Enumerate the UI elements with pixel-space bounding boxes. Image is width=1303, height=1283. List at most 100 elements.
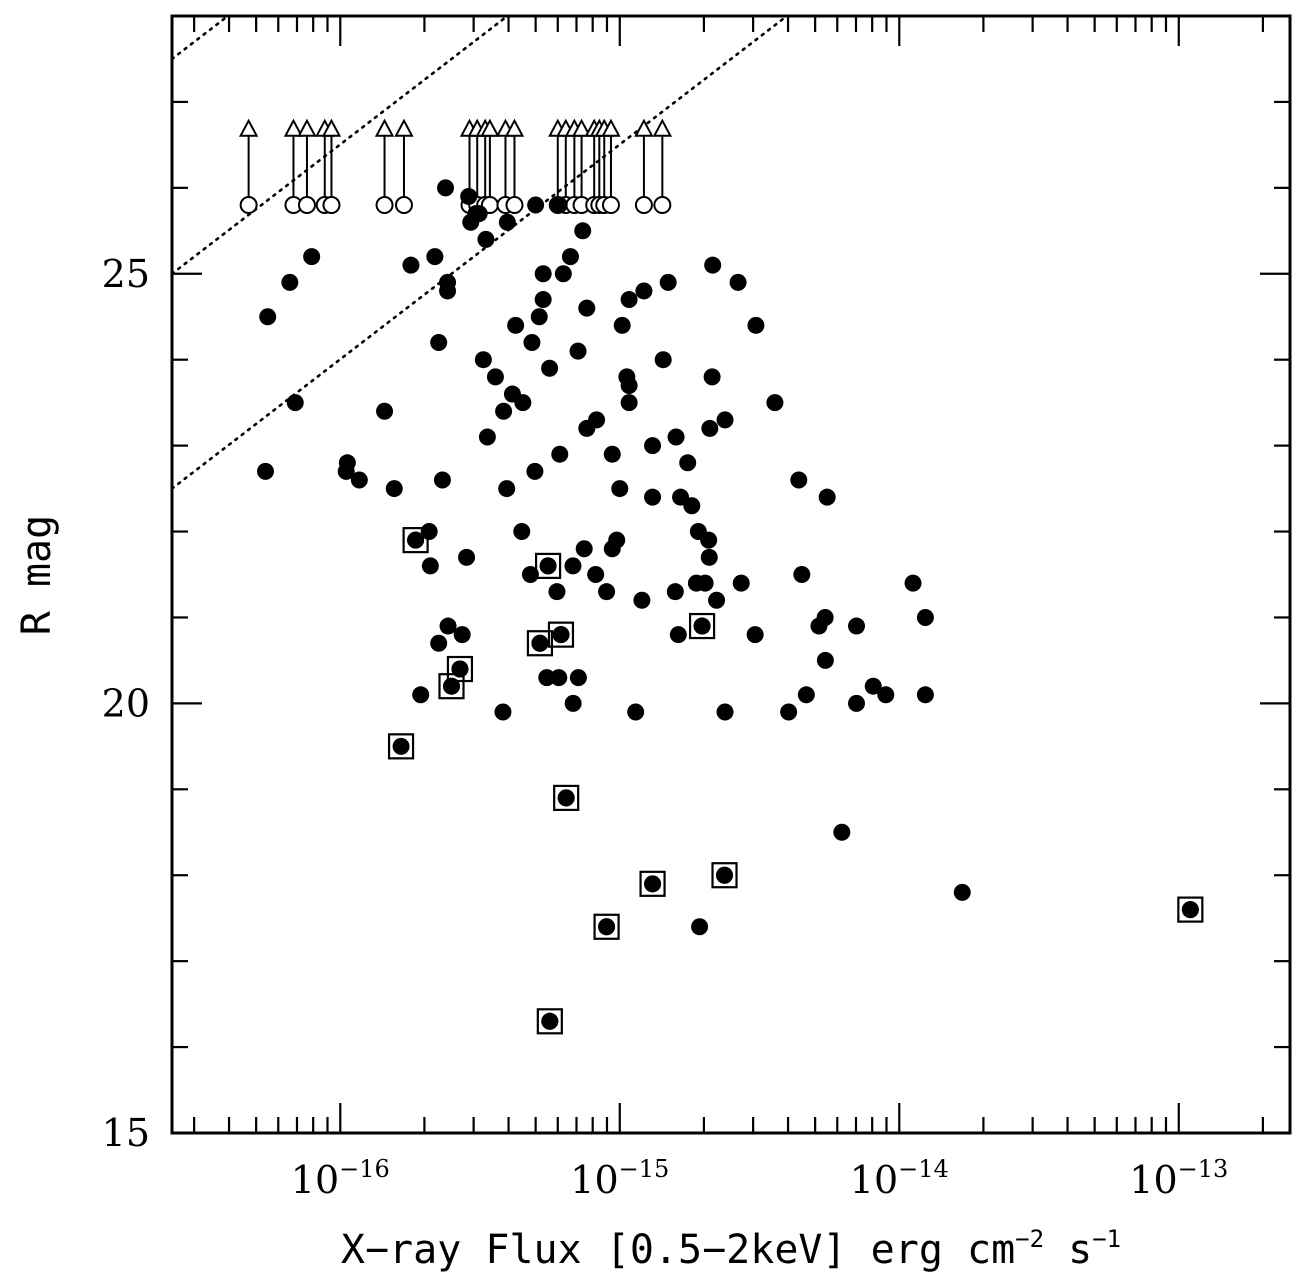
upper-limit — [652, 118, 673, 215]
data-point — [564, 694, 582, 712]
data-point — [569, 342, 587, 360]
x-tick-label-exp: −15 — [619, 1155, 670, 1183]
upper-limit — [571, 118, 592, 215]
limit-circle — [505, 196, 524, 215]
data-point — [551, 445, 569, 463]
data-point — [816, 608, 834, 626]
data-point — [716, 411, 734, 429]
data-point — [460, 187, 478, 205]
y-tick-label: 25 — [102, 252, 150, 296]
boxed-point-square — [526, 630, 554, 657]
data-point — [554, 265, 572, 283]
y-axis-label: R mag — [14, 515, 60, 635]
data-point — [507, 316, 525, 334]
data-point — [578, 299, 596, 317]
data-point — [402, 256, 420, 274]
data-point — [495, 402, 513, 420]
limit-circle — [297, 196, 316, 215]
data-point — [793, 566, 811, 583]
upper-limit-points — [238, 118, 673, 215]
data-point — [700, 548, 718, 566]
boxed-point-square — [547, 621, 575, 648]
boxed-point-square — [402, 527, 429, 554]
data-point — [696, 574, 714, 592]
data-point — [286, 394, 304, 412]
upper-limit — [321, 118, 342, 215]
boxed-point-dot — [539, 557, 557, 575]
boxed-point-dot — [407, 531, 425, 549]
data-point — [679, 454, 697, 472]
data-point — [620, 394, 638, 412]
data-point — [430, 634, 448, 652]
limit-arrowhead — [321, 118, 342, 137]
limit-circle — [634, 196, 653, 215]
y-tick-label: 20 — [102, 681, 150, 725]
data-point — [338, 454, 356, 472]
data-point — [256, 462, 274, 480]
boxed-point-dot — [644, 875, 662, 893]
data-point — [514, 394, 532, 412]
boxed-point-square — [553, 784, 580, 812]
detected-points — [256, 179, 1199, 1030]
data-point — [569, 669, 587, 687]
data-point — [691, 918, 709, 936]
boxed-point-square — [711, 862, 738, 889]
data-point — [526, 462, 544, 480]
data-point — [611, 480, 629, 498]
data-point — [498, 480, 516, 498]
boxed-point-square — [387, 733, 415, 760]
data-point — [904, 574, 922, 592]
data-point — [864, 677, 882, 695]
upper-limit — [601, 118, 621, 215]
data-point — [350, 471, 368, 489]
data-point — [766, 394, 784, 412]
data-point — [667, 428, 685, 446]
data-point — [700, 531, 718, 549]
data-point — [588, 411, 606, 429]
upper-limit — [238, 118, 259, 215]
x-axis-label-sup1: −2 — [1015, 1225, 1044, 1253]
data-point — [281, 273, 299, 291]
data-point — [259, 308, 277, 326]
upper-limit — [394, 118, 414, 215]
data-point — [620, 291, 638, 309]
data-point — [654, 351, 672, 369]
x-tick-label-base: 10 — [1129, 1158, 1177, 1202]
x-tick-labels: 10−16 10−15 10−14 10−13 — [291, 1155, 1229, 1202]
boxed-point-square — [688, 612, 716, 640]
x-axis-label-main: X−ray Flux [0.5−2keV] erg cm — [341, 1227, 1015, 1273]
data-point — [470, 205, 488, 223]
data-point — [486, 368, 504, 386]
y-tick-label: 15 — [102, 1111, 150, 1155]
boxed-points — [387, 527, 1204, 1035]
boxed-point-square — [438, 673, 465, 700]
boxed-point-dot — [1181, 901, 1199, 919]
boxed-point-square — [1177, 896, 1204, 923]
data-point — [548, 583, 566, 601]
boxed-point-square — [446, 655, 474, 683]
data-point — [433, 471, 451, 489]
data-point — [541, 359, 559, 377]
data-point — [704, 256, 722, 274]
data-point — [608, 531, 626, 549]
y-tick-labels: 15 20 25 — [102, 252, 150, 1155]
data-point — [701, 419, 719, 437]
boxed-point-dot — [557, 789, 575, 807]
data-point — [666, 583, 684, 601]
data-point — [613, 316, 631, 334]
upper-limit — [297, 118, 317, 215]
ratio-line-2 — [172, 16, 790, 490]
ratio-line-1 — [172, 16, 510, 276]
boxed-point-dot — [552, 626, 570, 644]
data-point — [550, 196, 568, 214]
data-point — [521, 566, 539, 583]
boxed-point-dot — [598, 918, 616, 936]
data-point — [439, 617, 457, 635]
data-point — [598, 583, 616, 601]
limit-circle — [239, 196, 258, 215]
data-point — [732, 574, 750, 592]
data-point — [669, 626, 687, 644]
data-point — [746, 626, 764, 644]
limit-arrowhead — [283, 118, 304, 137]
x-tick-label-exp: −13 — [1178, 1155, 1229, 1183]
